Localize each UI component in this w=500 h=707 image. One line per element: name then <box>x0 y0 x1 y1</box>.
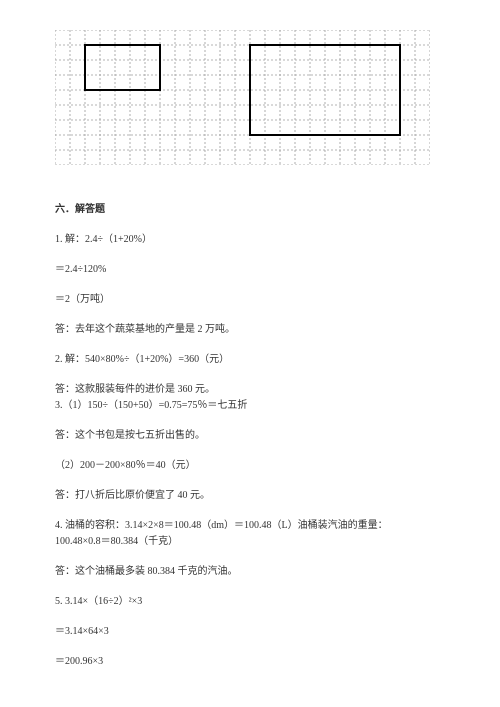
answer-line: 答：这个油桶最多装 80.384 千克的汽油。 <box>55 565 445 579</box>
answer-line: ＝200.96×3 <box>55 655 445 669</box>
grid-svg-holder <box>55 30 435 160</box>
answer-lines: 1. 解：2.4÷（1+20%） ＝2.4÷120% ＝2（万吨） 答：去年这个蔬菜基… <box>55 233 445 669</box>
answer-line: 答：去年这个蔬菜基地的产量是 2 万吨。 <box>55 323 445 337</box>
answer-line: ＝2（万吨） <box>55 293 445 307</box>
section-title: 六．解答题 <box>55 200 445 215</box>
answer-line: 4. 油桶的容积：3.14×2×8＝100.48（dm）＝100.48（L）油桶… <box>55 519 445 533</box>
answer-line: 答：这个书包是按七五折出售的。 <box>55 429 445 443</box>
answer-line: 答：这款服装每件的进价是 360 元。 <box>55 383 445 397</box>
answer-line: （2）200－200×80％＝40（元） <box>55 459 445 473</box>
answer-line: 2. 解：540×80%÷（1+20%）=360（元） <box>55 353 445 367</box>
answer-line: 3.（1）150÷（150+50）=0.75=75％＝七五折 <box>55 399 445 413</box>
answer-line: 1. 解：2.4÷（1+20%） <box>55 233 445 247</box>
answer-line: 答：打八折后比原价便宜了 40 元。 <box>55 489 445 503</box>
answer-line: 5. 3.14×（16÷2）²×3 <box>55 595 445 609</box>
answer-line: ＝2.4÷120% <box>55 263 445 277</box>
grid-figure <box>55 30 445 160</box>
answer-line: ＝3.14×64×3 <box>55 625 445 639</box>
answer-line: 100.48×0.8＝80.384（千克） <box>55 535 445 549</box>
